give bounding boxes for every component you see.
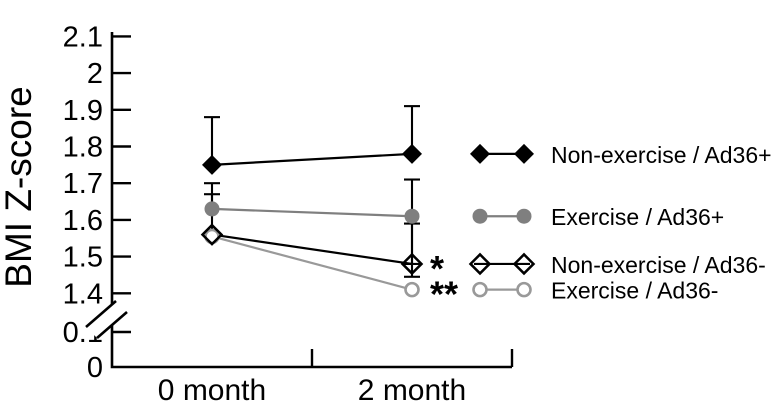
- y-tick-label: 1.8: [63, 132, 103, 164]
- significance-marker: **: [430, 274, 458, 315]
- legend-marker-2-b: [512, 252, 536, 276]
- y-tick-label: 2.1: [63, 21, 103, 53]
- series-line-0: [211, 152, 413, 166]
- axis-frame: [110, 32, 512, 369]
- y-tick-label: 1.5: [63, 242, 103, 274]
- significance-marker: *: [430, 248, 444, 289]
- legend-marker-0-b: [514, 143, 534, 164]
- y-tick-label: 1.7: [63, 168, 103, 200]
- legend-marker-2-a: [468, 252, 492, 276]
- data-point-s2-0: [200, 223, 224, 246]
- y-axis-title: BMI Z-score: [0, 86, 39, 287]
- series-line-1: [211, 207, 413, 218]
- data-point-s2-1: [400, 252, 424, 276]
- x-category-label: 0 month: [158, 374, 266, 407]
- series-line-2: [211, 233, 413, 266]
- legend-label-1: Exercise / Ad36+: [551, 204, 724, 230]
- axis-break-slash: [96, 311, 128, 339]
- data-point-s0-1: [402, 143, 422, 164]
- legend-label-3: Exercise / Ad36-: [551, 278, 718, 304]
- y-tick-label: 2: [87, 58, 103, 90]
- legend-marker-1-a: [472, 208, 488, 224]
- data-point-s3-1: [404, 281, 420, 298]
- data-point-s1-1: [404, 208, 420, 224]
- data-point-s0-0: [202, 154, 222, 175]
- y-tick-label: 1.6: [63, 205, 103, 237]
- x-category-label: 2 month: [358, 374, 466, 407]
- legend-label-2: Non-exercise / Ad36-: [551, 252, 766, 278]
- y-tick-label: 0: [87, 352, 103, 384]
- axis-break-slash: [85, 300, 117, 328]
- axis-break-gap: [86, 301, 127, 338]
- series-line-3: [211, 235, 413, 291]
- legend-label-0: Non-exercise / Ad36+: [551, 142, 772, 168]
- legend-marker-3-b: [516, 281, 532, 298]
- y-tick-label: 1.9: [63, 95, 103, 127]
- data-point-s1-0: [204, 201, 220, 217]
- legend-marker-3-a: [472, 281, 488, 298]
- legend-marker-1-b: [516, 208, 532, 224]
- y-tick-label: 1.4: [63, 278, 103, 310]
- legend-marker-0-a: [470, 143, 490, 164]
